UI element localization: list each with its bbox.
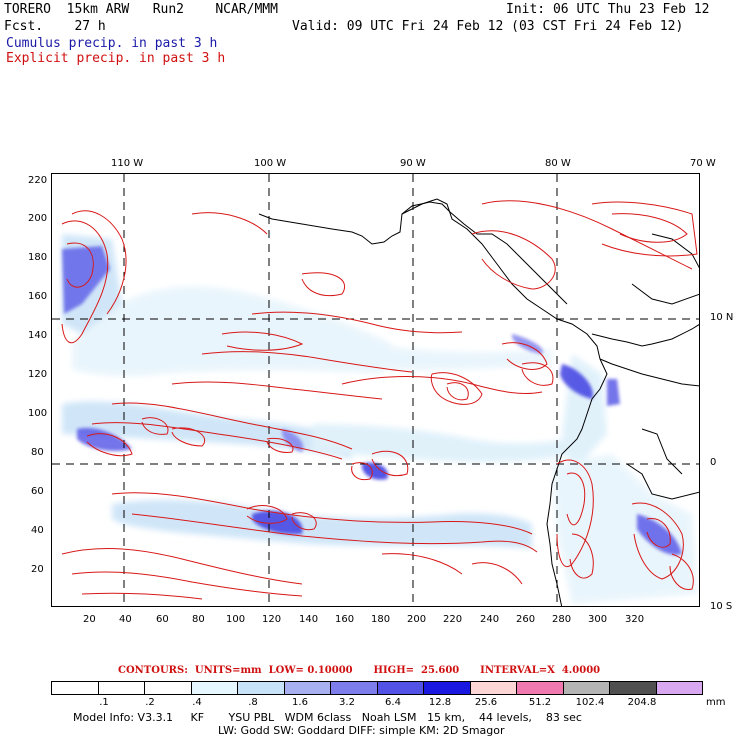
- x-tick: 280: [552, 614, 572, 625]
- lat-label-10n: 10 N: [710, 312, 734, 323]
- model-title: TORERO 15km ARW Run2 NCAR/MMM: [4, 2, 278, 17]
- colorbar-label: 204.8: [627, 697, 657, 708]
- colorbar-swatch: [517, 682, 564, 694]
- lon-label-90w: 90 W: [400, 158, 426, 169]
- y-tick: 160: [28, 291, 48, 302]
- colorbar-label: .8: [248, 697, 258, 708]
- colorbar-label: .2: [145, 697, 155, 708]
- x-tick: 200: [407, 614, 427, 625]
- model-info: Model Info: V3.3.1 KF YSU PBL WDM 6class…: [73, 711, 582, 724]
- x-tick: 180: [371, 614, 391, 625]
- colorbar-units: mm: [706, 697, 726, 708]
- colorbar-swatch: [145, 682, 192, 694]
- colorbar-label: .4: [192, 697, 202, 708]
- precip-map: [51, 173, 700, 607]
- y-tick: 180: [28, 252, 48, 263]
- colorbar-swatch: [52, 682, 99, 694]
- colorbar-label: 12.8: [428, 697, 452, 708]
- coastlines: [258, 198, 699, 606]
- lat-label-0: 0: [710, 457, 717, 468]
- explicit-precip-contours: [61, 200, 698, 600]
- explicit-precip-label: Explicit precip. in past 3 h: [6, 51, 226, 66]
- valid-time: Valid: 09 UTC Fri 24 Feb 12 (03 CST Fri …: [292, 19, 684, 34]
- x-tick: 20: [83, 614, 96, 625]
- y-tick: 20: [31, 564, 44, 575]
- x-tick: 160: [335, 614, 355, 625]
- y-tick: 120: [28, 369, 48, 380]
- x-tick: 320: [625, 614, 645, 625]
- x-tick: 240: [480, 614, 500, 625]
- lon-label-110w: 110 W: [111, 158, 144, 169]
- x-tick: 260: [516, 614, 536, 625]
- y-tick: 80: [31, 447, 44, 458]
- lon-label-70w: 70 W: [690, 158, 716, 169]
- colorbar-swatch: [191, 682, 238, 694]
- colorbar-label: 51.2: [528, 697, 552, 708]
- colorbar-swatch: [470, 682, 517, 694]
- forecast-hour: Fcst. 27 h: [4, 19, 106, 34]
- colorbar-swatch: [284, 682, 331, 694]
- x-tick: 300: [588, 614, 608, 625]
- colorbar-label: 6.4: [385, 697, 401, 708]
- x-tick: 40: [119, 614, 132, 625]
- x-tick: 220: [443, 614, 463, 625]
- colorbar-swatch: [331, 682, 378, 694]
- colorbar-label: 25.6: [474, 697, 498, 708]
- colorbar-label: .1: [99, 697, 109, 708]
- x-tick: 120: [262, 614, 282, 625]
- cumulus-precip-label: Cumulus precip. in past 3 h: [6, 36, 218, 51]
- colorbar-swatch: [424, 682, 471, 694]
- colorbar-swatch: [610, 682, 657, 694]
- colorbar-label: 3.2: [339, 697, 355, 708]
- x-tick: 80: [192, 614, 205, 625]
- y-tick: 60: [31, 486, 44, 497]
- colorbar-swatch: [377, 682, 424, 694]
- colorbar-swatch: [656, 682, 702, 694]
- colorbar-swatch: [98, 682, 145, 694]
- y-tick: 100: [28, 408, 48, 419]
- y-tick: 200: [28, 213, 48, 224]
- y-tick: 140: [28, 330, 48, 341]
- x-tick: 60: [156, 614, 169, 625]
- colorbar-label: 1.6: [292, 697, 308, 708]
- colorbar: [51, 681, 703, 695]
- colorbar-label: 102.4: [575, 697, 605, 708]
- lon-label-100w: 100 W: [254, 158, 287, 169]
- lon-label-80w: 80 W: [545, 158, 571, 169]
- colorbar-swatch: [563, 682, 610, 694]
- cumulus-precip-shading: [62, 234, 697, 604]
- lat-label-10s: 10 S: [710, 601, 733, 612]
- x-tick: 100: [226, 614, 246, 625]
- init-time: Init: 06 UTC Thu 23 Feb 12: [506, 2, 710, 17]
- contours-summary: CONTOURS: UNITS=mm LOW= 0.10000 HIGH= 25…: [118, 665, 601, 676]
- colorbar-swatch: [238, 682, 285, 694]
- y-tick: 40: [31, 525, 44, 536]
- y-tick: 220: [28, 175, 48, 186]
- x-tick: 140: [299, 614, 319, 625]
- model-physics: LW: Godd SW: Goddard DIFF: simple KM: 2D…: [218, 724, 505, 737]
- map-canvas: [52, 174, 699, 606]
